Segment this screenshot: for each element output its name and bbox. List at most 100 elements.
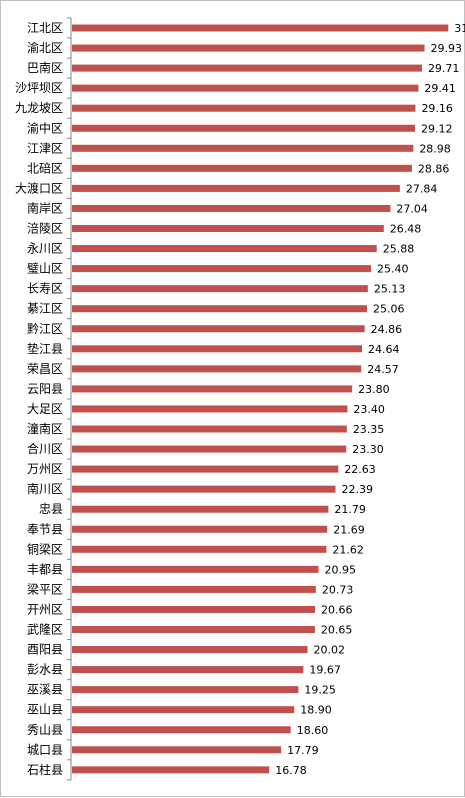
bar-18 [72,385,353,393]
value-label: 29.71 [428,62,460,75]
value-label: 26.48 [390,223,422,236]
value-label: 22.39 [341,483,373,496]
value-label: 27.84 [406,182,438,195]
category-label: 巴南区 [27,60,63,75]
bar-3 [72,84,419,92]
category-label: 大足区 [27,402,63,416]
category-label: 荣昌区 [27,362,63,376]
value-label: 23.40 [353,403,385,416]
category-label: 梁平区 [27,581,63,596]
bar-10 [72,225,384,232]
category-label: 彭水县 [27,663,63,677]
value-label: 21.69 [333,523,365,536]
bar-31 [72,646,308,654]
bar-24 [72,505,329,513]
value-label: 24.57 [367,363,399,376]
category-label: 丰都县 [27,562,63,576]
value-label: 25.40 [377,263,409,276]
bar-17 [72,365,362,373]
bar-5 [72,124,415,132]
bar-13 [72,285,368,293]
bar-14 [72,305,368,313]
category-label: 綦江区 [27,302,63,316]
value-label: 23.30 [352,443,384,456]
value-label: 20.02 [313,644,345,657]
category-label: 城口县 [27,743,63,757]
category-label: 云阳县 [27,382,63,396]
bar-9 [72,204,391,212]
value-label: 29.93 [431,42,463,55]
bar-34 [72,706,295,714]
value-label: 18.60 [297,724,329,737]
value-label: 20.65 [321,624,353,637]
value-label: 19.25 [304,684,336,697]
category-label: 垫江县 [27,341,63,356]
bar-36 [72,746,282,754]
bar-22 [72,465,339,473]
category-label: 沙坪坝区 [15,81,63,95]
value-label: 18.90 [300,704,332,717]
bar-29 [72,605,316,613]
category-label: 奉节县 [27,522,63,536]
bar-33 [72,686,299,694]
value-label: 17.79 [287,744,319,757]
bar-32 [72,666,304,674]
category-label: 石柱县 [27,762,63,777]
category-label: 长寿区 [27,282,63,296]
value-label: 19.67 [309,664,341,677]
category-label: 铜梁区 [27,541,63,556]
bar-6 [72,144,414,152]
value-label: 25.13 [374,283,406,296]
bar-1 [72,44,425,52]
value-label: 25.88 [383,243,415,256]
category-label: 巫山县 [27,703,63,717]
value-label: 29.12 [421,122,453,135]
value-label: 16.78 [275,764,307,777]
bar-26 [72,545,327,553]
value-label: 31.94 [454,22,465,35]
category-label: 秀山县 [27,723,63,737]
category-label: 南岸区 [27,200,63,215]
category-label: 永川区 [27,242,63,256]
value-label: 29.41 [424,82,456,95]
bar-8 [72,184,400,192]
bars-layer [72,24,449,774]
category-label: 武隆区 [27,622,63,637]
value-label: 22.63 [344,463,376,476]
bar-23 [72,485,336,493]
value-label: 20.66 [321,603,353,616]
bar-12 [72,265,372,273]
value-labels: 31.94 29.93 29.71 29.41 29.16 29.12 28.98 28.86… [275,22,465,777]
bar-28 [72,585,316,593]
value-label: 27.04 [396,202,428,215]
bar-16 [72,345,363,353]
value-label: 23.80 [358,383,390,396]
value-label: 20.73 [322,583,354,596]
bar-0 [72,24,449,32]
bar-15 [72,325,365,333]
value-label: 28.98 [419,142,451,155]
bar-35 [72,726,291,734]
category-label: 北碚区 [27,160,63,175]
category-labels: 江北区渝北区巴南区沙坪坝区九龙坡区渝中区江津区北碚区大渡口区南岸区涪陵区永川区璧… [15,21,63,777]
category-label: 合川区 [27,441,63,456]
value-label: 21.62 [332,543,364,556]
bar-2 [72,64,422,72]
value-label: 24.86 [371,323,403,336]
category-label: 渝北区 [27,40,63,55]
bar-37 [72,766,270,774]
category-label: 渝中区 [27,120,63,135]
category-label: 涪陵区 [27,221,63,236]
bar-19 [72,405,348,413]
category-label: 江北区 [27,21,63,35]
category-label: 南川区 [27,481,63,496]
value-label: 23.35 [353,423,385,436]
bar-20 [72,425,347,433]
value-label: 28.86 [418,162,450,175]
bar-7 [72,164,412,172]
category-label: 潼南区 [27,421,63,436]
category-label: 开州区 [27,602,63,616]
category-label: 酉阳县 [27,643,63,657]
